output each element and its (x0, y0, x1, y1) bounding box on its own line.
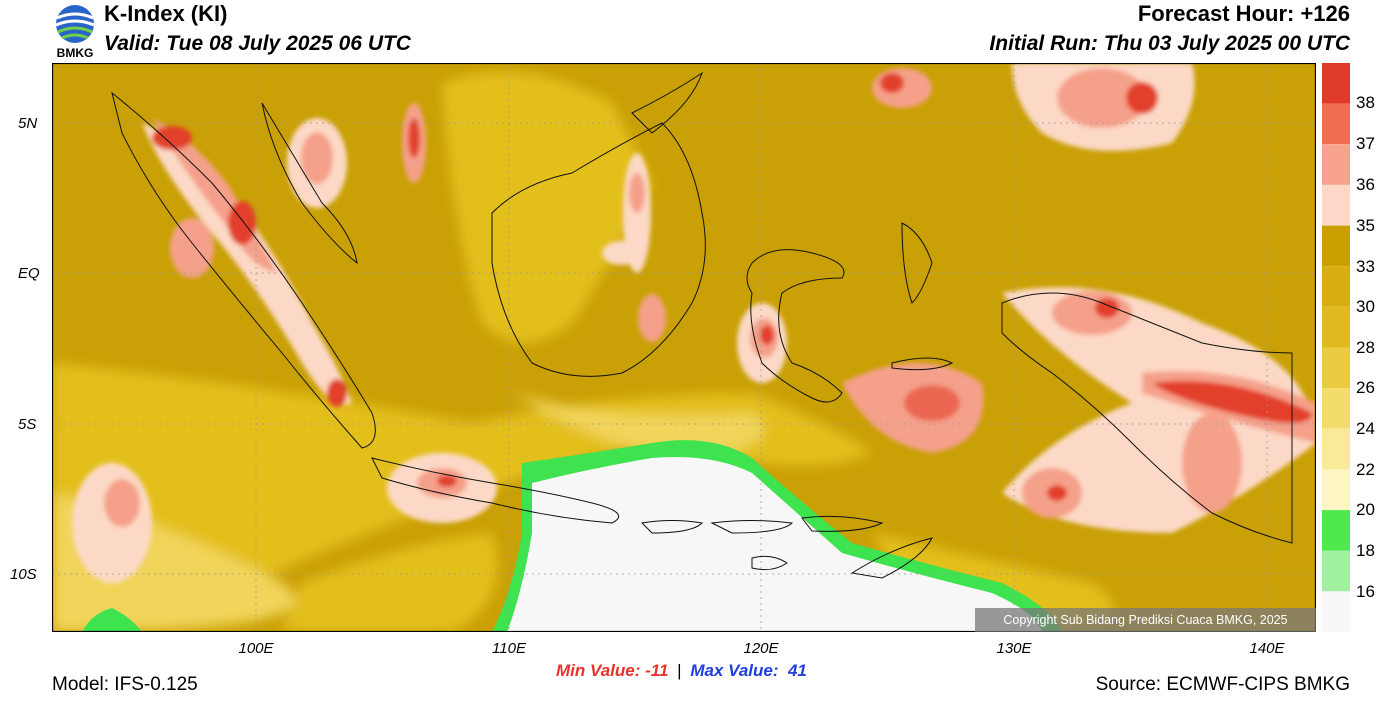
k-index-map (52, 63, 1316, 632)
colorbar-swatch (1322, 550, 1350, 592)
bmkg-logo-icon (55, 5, 95, 43)
colorbar-swatch (1322, 428, 1350, 470)
colorbar-label: 24 (1356, 419, 1375, 438)
colorbar-swatch (1322, 591, 1350, 632)
colorbar-label: 38 (1356, 93, 1375, 112)
map-gridlines (52, 63, 1316, 632)
map-canvas (52, 63, 1316, 632)
colorbar-swatch (1322, 306, 1350, 348)
colorbar-swatches (1322, 63, 1350, 632)
max-value: Max Value: 41 (690, 661, 807, 680)
colorbar-label: 18 (1356, 541, 1375, 560)
copyright-note: Copyright Sub Bidang Prediksi Cuaca BMKG… (975, 608, 1316, 632)
colorbar-label: 26 (1356, 378, 1375, 397)
colorbar-label: 16 (1356, 582, 1375, 601)
colorbar-swatch (1322, 63, 1350, 104)
colorbar-label: 33 (1356, 257, 1375, 276)
colorbar-swatch (1322, 144, 1350, 185)
colorbar-swatch (1322, 103, 1350, 145)
colorbar-swatch (1322, 469, 1350, 510)
colorbar-label: 22 (1356, 460, 1375, 479)
initial-run: Initial Run: Thu 03 July 2025 00 UTC (989, 32, 1350, 55)
lon-label-120e: 120E (743, 640, 779, 657)
colorbar-label: 35 (1356, 216, 1375, 235)
model-name: Model: IFS-0.125 (52, 674, 198, 695)
field-low-ki-white (507, 457, 1042, 632)
field-low-ki-green-west (82, 608, 142, 632)
colorbar-swatch (1322, 510, 1350, 551)
colorbar-swatch (1322, 388, 1350, 429)
colorbar-label: 30 (1356, 297, 1375, 316)
lon-label-130e: 130E (996, 640, 1032, 657)
lon-label-100e: 100E (238, 640, 274, 657)
colorbar-swatch (1322, 266, 1350, 307)
min-max-values: Min Value: -11 | Max Value: 41 (556, 661, 807, 681)
lat-label-eq: EQ (18, 265, 40, 282)
map-coastlines (111, 71, 1293, 579)
forecast-hour: Forecast Hour: +126 (1137, 1, 1350, 26)
map-frame (52, 63, 1316, 632)
lon-label-110e: 110E (492, 640, 526, 657)
colorbar-label: 36 (1356, 175, 1375, 194)
chart-title: K-Index (KI) (104, 1, 228, 26)
colorbar-label: 20 (1356, 500, 1375, 519)
min-max-separator: | (677, 661, 682, 680)
colorbar-swatch (1322, 225, 1350, 267)
colorbar (1322, 63, 1350, 632)
lat-label-5s: 5S (18, 416, 37, 433)
min-value: Min Value: -11 (556, 661, 669, 680)
lat-label-10s: 10S (10, 566, 37, 583)
data-source: Source: ECMWF-CIPS BMKG (1095, 674, 1350, 695)
logo-text: BMKG (56, 46, 94, 60)
colorbar-swatch (1322, 347, 1350, 389)
lat-label-5n: 5N (18, 115, 38, 132)
colorbar-label: 37 (1356, 134, 1375, 153)
lon-label-140e: 140E (1249, 640, 1285, 657)
bmkg-logo: BMKG (50, 2, 100, 60)
valid-time: Valid: Tue 08 July 2025 06 UTC (104, 32, 411, 55)
colorbar-label: 28 (1356, 338, 1375, 357)
colorbar-swatch (1322, 184, 1350, 226)
